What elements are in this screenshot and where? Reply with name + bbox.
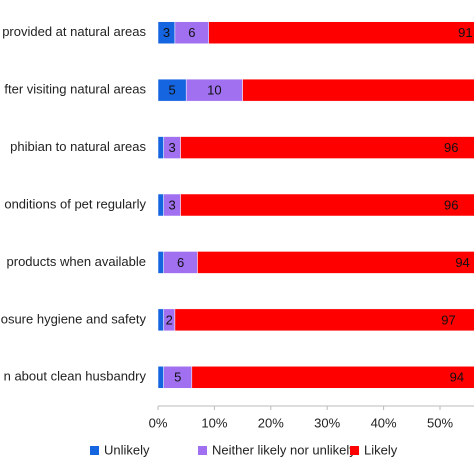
bar-segment xyxy=(180,136,474,159)
category-label: n about clean husbandry xyxy=(4,369,147,384)
bar-segment xyxy=(180,193,474,217)
data-label: 91 xyxy=(458,25,472,40)
legend-label: Likely xyxy=(364,442,398,457)
data-label: 94 xyxy=(450,370,464,385)
data-label: 3 xyxy=(168,197,175,212)
category-label: fter visiting natural areas xyxy=(4,82,146,97)
bar-segment xyxy=(208,21,474,44)
x-tick-label: 40% xyxy=(371,415,397,430)
data-label: 97 xyxy=(441,312,455,327)
legend-swatch xyxy=(350,446,359,455)
x-tick-label: 50% xyxy=(427,415,453,430)
bar-segment xyxy=(157,366,164,389)
data-label: 5 xyxy=(168,83,175,98)
bar-segment xyxy=(174,308,474,332)
legend-label: Unlikely xyxy=(104,442,150,457)
data-label: 6 xyxy=(188,25,195,40)
legend-swatch xyxy=(90,446,99,455)
data-label: 3 xyxy=(168,140,175,155)
data-label: 10 xyxy=(207,83,221,98)
bar-segment xyxy=(157,193,164,217)
bar-segment xyxy=(157,136,164,159)
bar-segment xyxy=(157,251,164,274)
bar-segment xyxy=(242,78,474,102)
bar-segment xyxy=(191,366,474,389)
data-label: 96 xyxy=(444,140,458,155)
data-label: 2 xyxy=(166,312,173,327)
x-tick-label: 0% xyxy=(149,415,168,430)
legend-swatch xyxy=(198,446,207,455)
category-label: provided at natural areas xyxy=(2,24,146,39)
data-label: 3 xyxy=(163,25,170,40)
bar-segment xyxy=(157,308,164,332)
data-label: 5 xyxy=(174,370,181,385)
data-label: 96 xyxy=(444,197,458,212)
bar-segment xyxy=(197,251,474,274)
x-tick-label: 10% xyxy=(201,415,227,430)
data-label: 6 xyxy=(177,255,184,270)
category-label: osure hygiene and safety xyxy=(1,311,147,326)
data-label: 94 xyxy=(455,255,469,270)
x-tick-label: 30% xyxy=(314,415,340,430)
category-label: products when available xyxy=(7,254,146,269)
x-tick-label: 20% xyxy=(258,415,284,430)
category-label: phibian to natural areas xyxy=(10,139,146,154)
category-label: onditions of pet regularly xyxy=(4,196,146,211)
legend-label: Neither likely nor unlikely xyxy=(212,442,356,457)
